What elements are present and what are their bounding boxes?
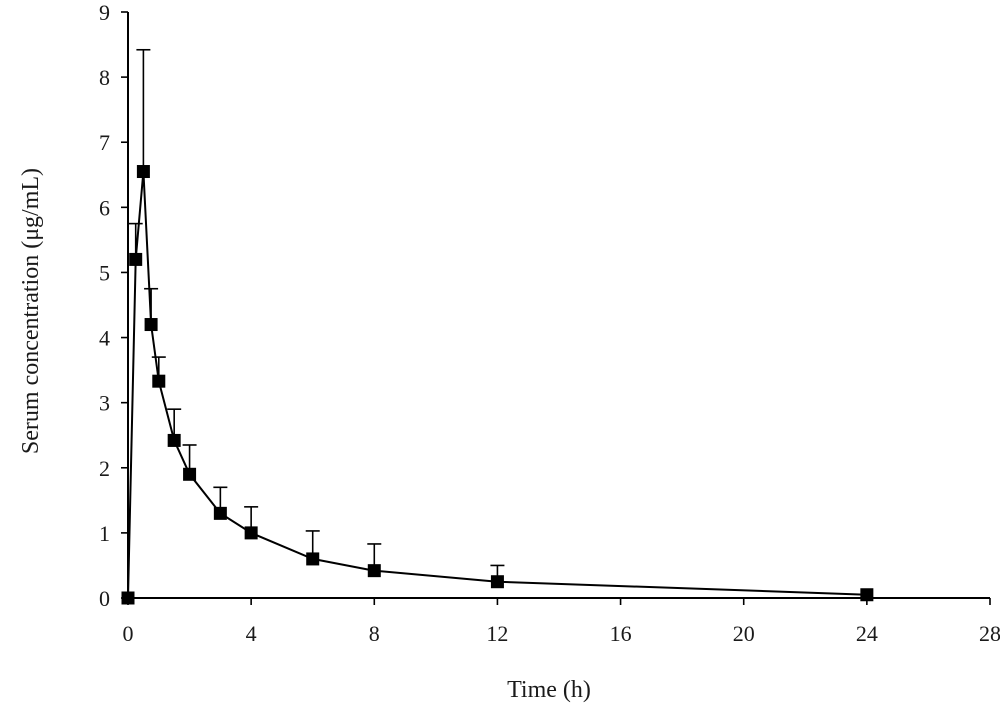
y-tick-label: 6 — [99, 195, 110, 220]
data-point-marker — [860, 588, 874, 602]
data-point-marker — [167, 433, 181, 447]
data-point-marker — [306, 552, 320, 566]
data-point-marker — [213, 506, 227, 520]
data-markers — [121, 165, 874, 605]
data-point-marker — [244, 526, 258, 540]
data-point-marker — [490, 575, 504, 589]
y-tick-label: 9 — [99, 0, 110, 25]
y-axis-title: Serum concentration (μg/mL) — [18, 168, 44, 454]
y-tick-label: 8 — [99, 65, 110, 90]
data-point-marker — [121, 591, 135, 605]
x-tick-label: 24 — [856, 621, 878, 646]
x-tick-label: 8 — [369, 621, 380, 646]
y-axis-ticks: 0 1 2 3 4 5 6 7 8 9 — [99, 0, 128, 611]
data-point-marker — [144, 318, 158, 332]
series-line — [127, 171, 867, 599]
data-point-marker — [136, 165, 150, 179]
x-tick-label: 28 — [979, 621, 1000, 646]
data-point-marker — [152, 374, 166, 388]
x-axis-title: Time (h) — [507, 677, 591, 703]
y-tick-label: 5 — [99, 260, 110, 285]
x-tick-label: 16 — [610, 621, 632, 646]
x-tick-label: 4 — [246, 621, 257, 646]
x-tick-label: 12 — [486, 621, 508, 646]
x-tick-label: 20 — [733, 621, 755, 646]
y-tick-label: 0 — [99, 586, 110, 611]
y-tick-label: 4 — [99, 326, 110, 351]
y-tick-label: 7 — [99, 130, 110, 155]
data-point-marker — [367, 564, 381, 578]
error-bars — [128, 48, 505, 582]
x-tick-label: 0 — [123, 621, 134, 646]
y-tick-label: 2 — [99, 456, 110, 481]
y-tick-label: 1 — [99, 521, 110, 546]
x-axis-ticks: 0 4 8 12 16 20 24 28 — [123, 598, 1000, 646]
axes — [127, 12, 990, 599]
data-point-marker — [183, 467, 197, 481]
y-tick-label: 3 — [99, 391, 110, 416]
data-point-marker — [129, 252, 143, 266]
